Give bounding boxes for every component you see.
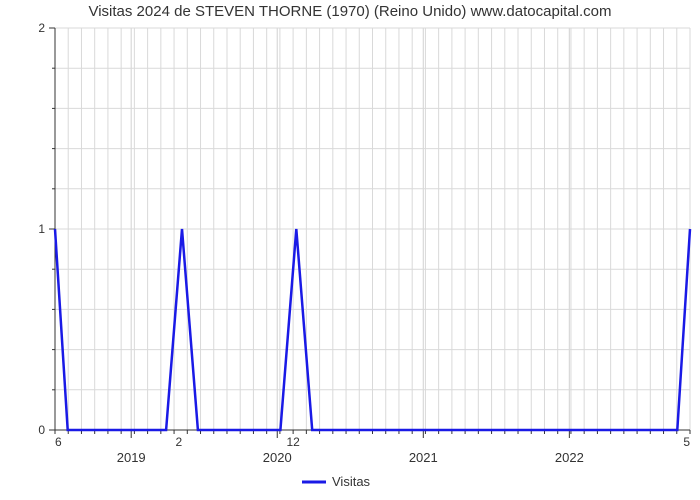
x-count-label: 2 [175, 435, 182, 449]
x-tick-label: 2020 [263, 450, 292, 465]
legend-label: Visitas [332, 474, 371, 489]
y-tick-label: 0 [38, 423, 45, 437]
x-tick-label: 2019 [117, 450, 146, 465]
x-tick-label: 2021 [409, 450, 438, 465]
chart-container: { "chart": { "type": "line", "title": "V… [0, 0, 700, 500]
chart-bg [0, 0, 700, 500]
y-tick-label: 2 [38, 21, 45, 35]
y-tick-label: 1 [38, 222, 45, 236]
x-tick-label: 2022 [555, 450, 584, 465]
x-count-label: 5 [683, 435, 690, 449]
chart-title: Visitas 2024 de STEVEN THORNE (1970) (Re… [88, 3, 611, 20]
x-count-label: 12 [286, 435, 300, 449]
line-chart: Visitas 2024 de STEVEN THORNE (1970) (Re… [0, 0, 700, 500]
x-count-label: 6 [55, 435, 62, 449]
